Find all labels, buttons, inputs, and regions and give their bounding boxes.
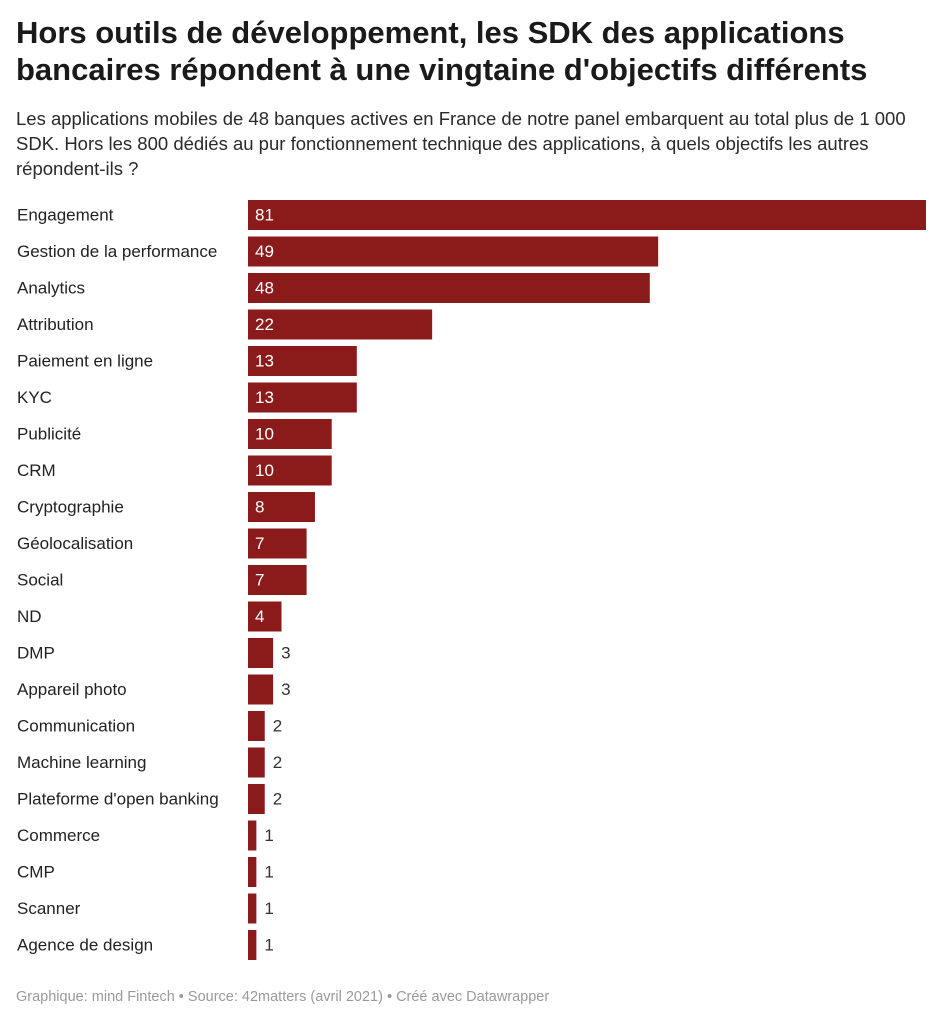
bar xyxy=(248,455,332,486)
bar xyxy=(248,930,257,960)
bar xyxy=(248,747,265,778)
bar-value-label: 49 xyxy=(255,242,274,261)
bar-value-label: 2 xyxy=(273,753,282,772)
category-label: Agence de design xyxy=(17,936,153,955)
category-label: Machine learning xyxy=(17,753,146,772)
chart-title: Hors outils de développement, les SDK de… xyxy=(16,15,868,87)
bar-value-label: 10 xyxy=(255,425,274,444)
bar xyxy=(248,492,315,522)
bar-value-label: 2 xyxy=(273,790,282,809)
bar xyxy=(248,236,659,267)
bar-value-label: 3 xyxy=(281,644,290,663)
bar-value-label: 2 xyxy=(273,717,282,736)
bar xyxy=(248,784,265,814)
bar-value-label: 13 xyxy=(255,352,274,371)
bar xyxy=(248,346,357,376)
bar xyxy=(248,382,357,413)
category-label: Paiement en ligne xyxy=(17,352,153,371)
category-label: Gestion de la performance xyxy=(17,242,217,261)
bar xyxy=(248,857,257,887)
category-label: Attribution xyxy=(17,315,94,334)
bar xyxy=(248,893,257,924)
category-label: Appareil photo xyxy=(17,680,127,699)
bar-value-label: 7 xyxy=(255,534,264,553)
bar-value-label: 1 xyxy=(264,899,273,918)
bar xyxy=(248,674,274,705)
category-label: Publicité xyxy=(17,425,81,444)
category-label: Commerce xyxy=(17,826,100,845)
bar xyxy=(248,601,282,632)
bar-value-label: 1 xyxy=(264,826,273,845)
bar-value-label: 3 xyxy=(281,680,290,699)
category-label: CMP xyxy=(17,863,55,882)
category-label: Scanner xyxy=(17,899,81,918)
bar xyxy=(248,638,274,668)
bar-value-label: 1 xyxy=(264,863,273,882)
bar xyxy=(248,711,265,741)
bar-value-label: 81 xyxy=(255,206,274,225)
category-label: Géolocalisation xyxy=(17,534,133,553)
chart-footer-credit: Graphique: mind Fintech • Source: 42matt… xyxy=(16,989,550,1005)
bar xyxy=(248,309,433,340)
bar xyxy=(248,273,650,303)
bar xyxy=(248,419,332,449)
bar-value-label: 48 xyxy=(255,279,274,298)
bar xyxy=(248,200,926,230)
category-label: ND xyxy=(17,607,42,626)
bar xyxy=(248,528,307,559)
bar-value-label: 4 xyxy=(255,607,264,626)
category-label: Engagement xyxy=(17,206,114,225)
category-label: Communication xyxy=(17,717,135,736)
bar-value-label: 8 xyxy=(255,498,264,517)
bar-value-label: 1 xyxy=(264,936,273,955)
category-label: Plateforme d'open banking xyxy=(17,790,219,809)
bar-value-label: 13 xyxy=(255,388,274,407)
category-label: KYC xyxy=(17,388,52,407)
category-label: DMP xyxy=(17,644,55,663)
bar xyxy=(248,565,307,595)
category-label: Analytics xyxy=(17,279,85,298)
category-label: CRM xyxy=(17,461,56,480)
bar-value-label: 7 xyxy=(255,571,264,590)
bar-value-label: 10 xyxy=(255,461,274,480)
bar xyxy=(248,820,257,851)
chart-subtitle: Les applications mobiles de 48 banques a… xyxy=(16,108,906,179)
category-label: Social xyxy=(17,571,63,590)
bar-value-label: 22 xyxy=(255,315,274,334)
category-label: Cryptographie xyxy=(17,498,124,517)
